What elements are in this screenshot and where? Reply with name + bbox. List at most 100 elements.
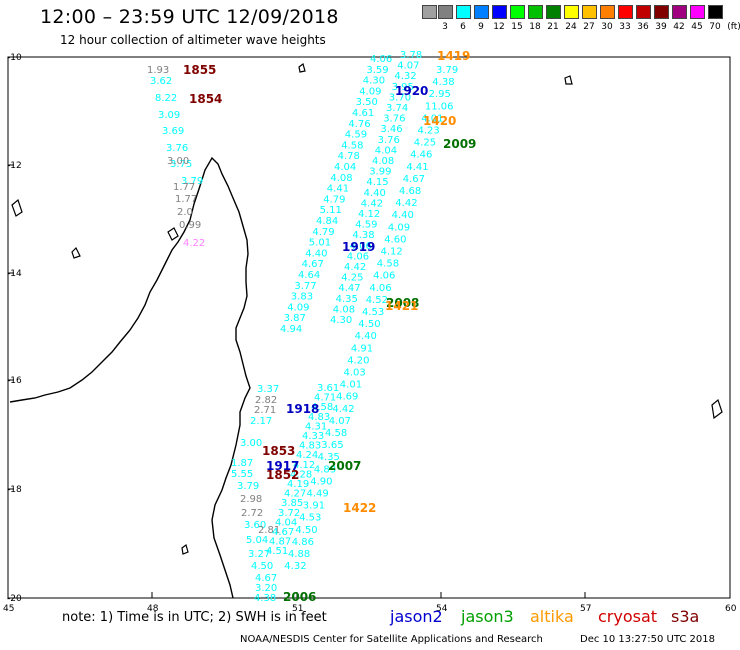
- time-tag: 1419: [437, 49, 470, 63]
- time-tag: 1918: [286, 402, 319, 416]
- time-tag: 1421: [385, 299, 418, 313]
- wave-height-value: 4.03: [344, 368, 366, 379]
- wave-height-value: 4.35: [336, 294, 358, 305]
- legend-bin-label: 39: [655, 22, 667, 32]
- wave-height-value: 4.67: [272, 527, 294, 538]
- wave-height-value: 4.38: [432, 77, 454, 88]
- legend-swatch: [474, 5, 489, 19]
- wave-height-value: 4.51: [266, 546, 288, 557]
- wave-height-value: 4.84: [316, 216, 338, 227]
- wave-height-value: 4.68: [399, 186, 421, 197]
- island-south: [181, 543, 189, 555]
- wave-height-value: 2.0: [177, 207, 193, 218]
- wave-height-value: 4.52: [366, 295, 388, 306]
- wave-height-value: 4.06: [369, 283, 391, 294]
- legend-bin-label: 36: [637, 22, 649, 32]
- wave-height-value: 3.00: [240, 438, 262, 449]
- satellite-legend-cryosat: cryosat: [598, 607, 658, 626]
- time-tag: 1917: [266, 459, 299, 473]
- wave-height-value: 4.42: [332, 404, 354, 415]
- lat-tick-label: -16: [7, 376, 22, 386]
- wave-height-value: 3.76: [383, 114, 405, 125]
- wave-height-value: 4.06: [347, 251, 369, 262]
- wave-height-value: 3.87: [284, 313, 306, 324]
- wave-height-value: 4.40: [364, 188, 386, 199]
- wave-height-value: 4.49: [307, 489, 329, 500]
- wave-height-value: 4.40: [392, 210, 414, 221]
- wave-height-value: 4.58: [311, 402, 333, 413]
- lon-tick-label: 45: [3, 604, 14, 614]
- wave-height-value: 3.83: [291, 292, 313, 303]
- wave-height-value: 4.67: [302, 259, 324, 270]
- legend-bin-label: 18: [529, 22, 541, 32]
- wave-height-value: 4.12: [381, 247, 403, 258]
- wave-height-value: 4.58: [377, 259, 399, 270]
- lat-tick-label: -20: [7, 594, 22, 604]
- wave-height-value: 3.61: [317, 383, 339, 394]
- legend-bin-label: 12: [493, 22, 505, 32]
- wave-height-value: 4.50: [251, 561, 273, 572]
- wave-height-value: 4.69: [336, 392, 358, 403]
- time-tag: 1919: [342, 240, 375, 254]
- wave-height-value: 4.22: [183, 238, 205, 249]
- wave-height-value: 4.53: [362, 307, 384, 318]
- legend-bin-label: 6: [460, 22, 466, 32]
- wave-height-value: 1.87: [231, 458, 253, 469]
- wave-height-value: 4.40: [305, 248, 327, 259]
- satellite-legend-jason3: jason3: [461, 607, 514, 626]
- wave-height-value: 4.31: [305, 421, 327, 432]
- wave-height-value: 5.55: [231, 469, 253, 480]
- wave-height-value: 4.71: [314, 393, 336, 404]
- legend-bin-label: 21: [547, 22, 559, 32]
- legend-swatch: [600, 5, 615, 19]
- legend-bin-label: 70: [709, 22, 721, 32]
- wave-height-value: 3.60: [244, 520, 266, 531]
- wave-height-value: 4.33: [302, 431, 324, 442]
- time-tag: 2006: [283, 590, 316, 604]
- wave-height-value: 4.46: [410, 150, 432, 161]
- legend-swatch: [582, 5, 597, 19]
- legend-bin-label: 27: [583, 22, 595, 32]
- wave-height-value: 3.74: [386, 103, 408, 114]
- wave-height-value: 4.06: [373, 271, 395, 282]
- wave-height-value: 4.09: [359, 86, 381, 97]
- wave-height-value: 3.69: [162, 126, 184, 137]
- wave-height-value: 3.77: [294, 281, 316, 292]
- satellite-legend-jason2: jason2: [390, 607, 443, 626]
- wave-height-value: 4.32: [284, 561, 306, 572]
- wave-height-value: 3.79: [436, 65, 458, 76]
- wave-height-value: 4.41: [406, 162, 428, 173]
- wave-height-value: 4.04: [375, 145, 397, 156]
- legend-bin-label: 15: [511, 22, 523, 32]
- wave-height-value: 3.59: [366, 65, 388, 76]
- legend-bin-label: 30: [601, 22, 613, 32]
- wave-height-value: 4.94: [280, 324, 302, 335]
- wave-height-value: 2.95: [429, 89, 451, 100]
- wave-height-value: 4.42: [395, 198, 417, 209]
- wave-height-value: 4.12: [293, 460, 315, 471]
- lon-tick-label: 48: [147, 604, 159, 614]
- legend-swatch: [510, 5, 525, 19]
- wave-height-value: 5.04: [246, 535, 268, 546]
- wave-height-value: 4.04: [275, 517, 297, 528]
- wave-height-value: 4.83: [308, 412, 330, 423]
- wave-height-value: 3.70: [389, 92, 411, 103]
- wave-height-value: 4.08: [333, 304, 355, 315]
- time-tag: 2007: [328, 459, 361, 473]
- legend-swatch: [636, 5, 651, 19]
- wave-height-value: 4.50: [295, 525, 317, 536]
- wave-height-value: 4.79: [312, 227, 334, 238]
- wave-height-value: 4.53: [299, 513, 321, 524]
- time-tag: 1853: [262, 444, 295, 458]
- credit-line: NOAA/NESDIS Center for Satellite Applica…: [240, 634, 543, 645]
- wave-height-value: 3.27: [248, 549, 270, 560]
- legend-swatch: [492, 5, 507, 19]
- lon-tick-label: 60: [725, 604, 737, 614]
- wave-height-value: 3.99: [369, 167, 391, 178]
- wave-height-value: 4.87: [269, 537, 291, 548]
- wave-height-value: 2.71: [254, 405, 276, 416]
- wave-height-value: 2.81: [258, 525, 280, 536]
- lat-tick-label: -10: [7, 53, 22, 63]
